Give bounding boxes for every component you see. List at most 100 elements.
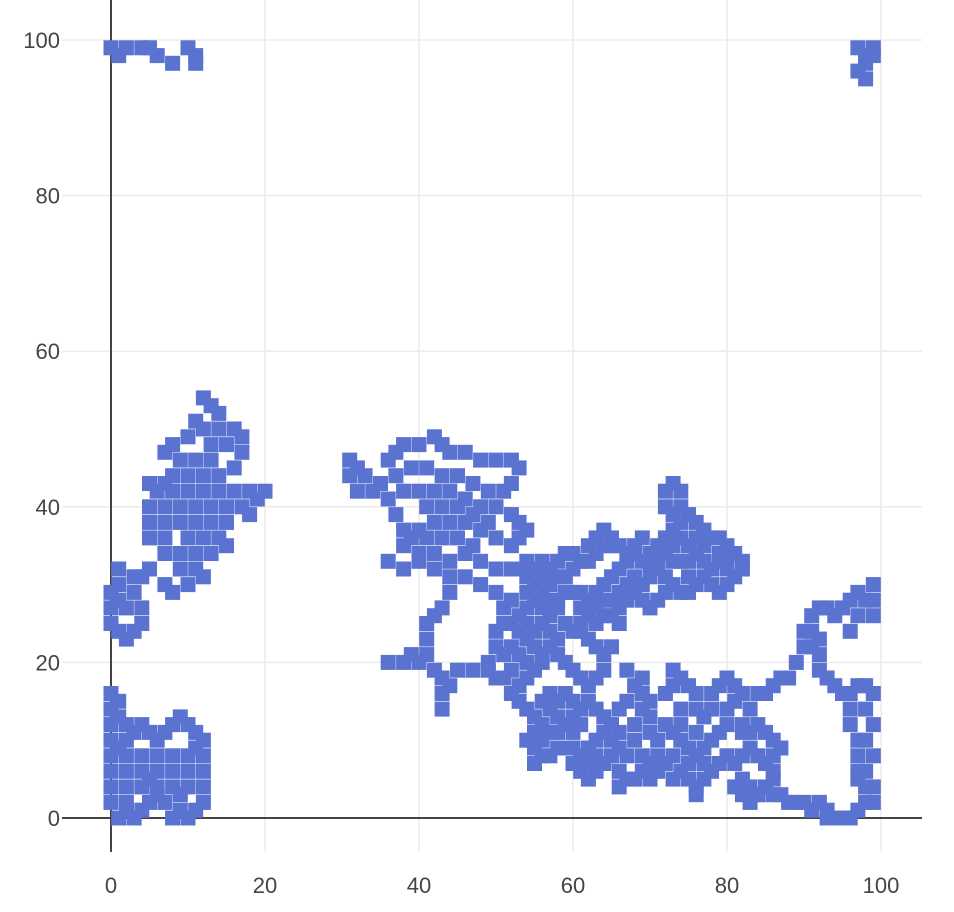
- data-point: [203, 514, 219, 530]
- data-point: [634, 748, 650, 764]
- data-point: [203, 437, 219, 453]
- data-point: [665, 662, 681, 678]
- data-point: [688, 686, 704, 701]
- data-point: [234, 444, 250, 460]
- data-point: [673, 717, 689, 733]
- data-point: [118, 779, 134, 795]
- data-point: [180, 577, 196, 593]
- data-point: [511, 561, 527, 577]
- data-point: [103, 779, 119, 795]
- data-point: [865, 592, 881, 608]
- data-point: [642, 561, 658, 577]
- data-point: [188, 740, 204, 756]
- data-point: [165, 748, 181, 764]
- data-point: [588, 701, 604, 717]
- data-point: [111, 810, 127, 826]
- data-point: [103, 748, 119, 764]
- data-point: [226, 460, 242, 476]
- data-point: [457, 444, 473, 460]
- data-point: [496, 600, 512, 616]
- data-point: [865, 48, 881, 64]
- data-point: [611, 779, 627, 795]
- data-point: [403, 460, 419, 476]
- data-point: [142, 499, 157, 515]
- data-point: [388, 507, 404, 523]
- y-axis-tick-labels: 0 20 40 60 80 100: [23, 28, 60, 831]
- data-point: [534, 732, 550, 748]
- data-point: [473, 577, 489, 593]
- data-point: [450, 662, 465, 678]
- data-point: [619, 662, 635, 678]
- data-point: [511, 460, 527, 476]
- data-point: [588, 748, 604, 764]
- data-point: [426, 514, 442, 530]
- data-point: [234, 429, 250, 445]
- data-point: [180, 483, 196, 499]
- data-point: [172, 787, 188, 803]
- data-point: [673, 701, 689, 717]
- data-point: [165, 55, 181, 71]
- data-point: [557, 584, 573, 600]
- data-point: [442, 483, 458, 499]
- data-point: [604, 538, 619, 554]
- data-point: [142, 514, 157, 530]
- data-point: [195, 483, 211, 499]
- data-point: [180, 763, 196, 779]
- y-tick-label: 60: [36, 339, 60, 364]
- data-point: [719, 701, 735, 717]
- data-point: [157, 546, 173, 561]
- data-point: [496, 647, 512, 663]
- data-point: [249, 491, 265, 507]
- data-point: [419, 460, 435, 476]
- data-point: [604, 639, 619, 655]
- data-point: [450, 468, 465, 484]
- data-point: [627, 732, 643, 748]
- data-point: [534, 600, 550, 616]
- data-point: [134, 600, 150, 616]
- data-point: [426, 561, 442, 577]
- x-tick-label: 80: [715, 873, 739, 898]
- data-point: [442, 569, 458, 585]
- data-point: [634, 701, 650, 717]
- data-point: [172, 514, 188, 530]
- data-point: [550, 631, 566, 647]
- data-point: [858, 71, 874, 87]
- y-tick-label: 40: [36, 495, 60, 520]
- data-point: [203, 546, 219, 561]
- data-point: [419, 616, 435, 631]
- data-point: [611, 616, 627, 631]
- data-point: [850, 732, 866, 748]
- data-point: [180, 530, 196, 546]
- data-point: [165, 810, 181, 826]
- data-point: [203, 452, 219, 468]
- x-axis-tick-labels: 0 20 40 60 80 100: [105, 873, 899, 898]
- data-point: [619, 693, 635, 709]
- data-point: [111, 561, 127, 577]
- data-point: [396, 483, 412, 499]
- data-point: [681, 569, 696, 585]
- data-point: [403, 647, 419, 663]
- data-point: [557, 616, 573, 631]
- data-point: [557, 740, 573, 756]
- data-point: [480, 514, 496, 530]
- data-point: [442, 678, 458, 694]
- data-point: [380, 491, 396, 507]
- data-point: [788, 654, 804, 670]
- data-point: [865, 608, 881, 624]
- data-point: [396, 561, 412, 577]
- data-point: [195, 569, 211, 585]
- data-points: [103, 40, 881, 826]
- data-point: [580, 553, 596, 569]
- data-point: [596, 522, 612, 538]
- data-point: [157, 499, 173, 515]
- data-point: [858, 701, 874, 717]
- data-point: [442, 514, 458, 530]
- data-point: [688, 724, 704, 740]
- data-point: [118, 794, 134, 810]
- data-point: [411, 483, 427, 499]
- data-point: [403, 530, 419, 546]
- data-point: [195, 779, 211, 795]
- data-point: [850, 748, 866, 764]
- data-point: [634, 670, 650, 686]
- data-point: [126, 584, 142, 600]
